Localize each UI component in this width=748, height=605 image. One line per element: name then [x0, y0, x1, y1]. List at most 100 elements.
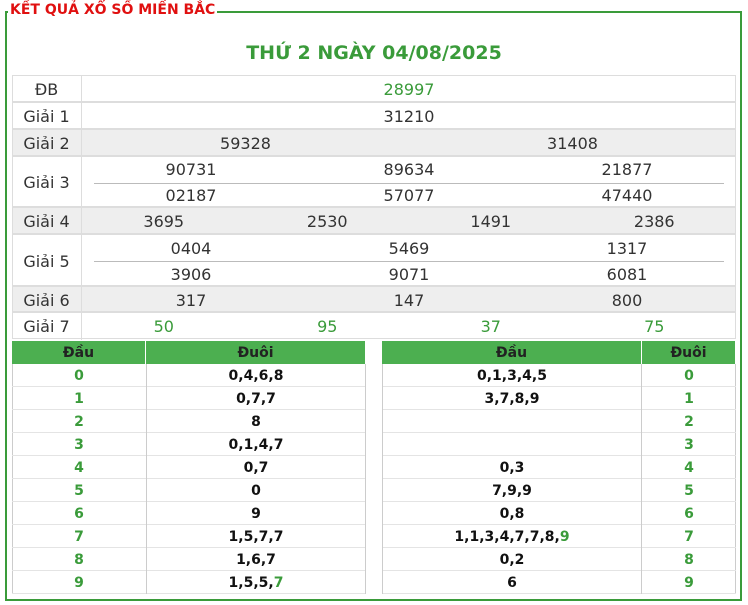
prize-number: 31408 [547, 134, 598, 153]
result-label: ĐB [12, 76, 82, 103]
loto-numbers: 0,4,6,8 [228, 367, 284, 384]
loto-row [382, 479, 736, 502]
loto-row [12, 410, 366, 433]
loto-list: 7,9,9 [382, 479, 642, 502]
loto-digit: 2 [684, 413, 694, 430]
loto-row [12, 364, 366, 387]
loto-digit: 9 [74, 574, 84, 591]
result-row [12, 75, 736, 102]
loto-list [382, 433, 642, 456]
loto-numbers: 9 [251, 505, 261, 522]
loto-digit: 1 [74, 390, 84, 407]
result-row [12, 312, 736, 339]
loto-digit: 4 [684, 459, 694, 476]
loto-numbers: 0,7 [243, 459, 269, 476]
loto-header: Đầu [382, 341, 642, 364]
prize-number: 2530 [306, 212, 348, 231]
loto-numbers: 1,5,5, [228, 574, 274, 591]
loto-special: 9 [559, 528, 570, 545]
loto-digit: 6 [684, 505, 694, 522]
result-label: Giải 2 [12, 130, 82, 157]
loto-digit: 5 [684, 482, 694, 499]
loto-row [382, 387, 736, 410]
loto-list: 3,7,8,9 [382, 387, 642, 410]
loto-digit: 3 [684, 436, 694, 453]
prize-number: 3906 [170, 264, 212, 284]
result-label: Giải 5 [12, 235, 82, 287]
loto-numbers: 7,9,9 [492, 482, 532, 499]
prize-number: 31210 [383, 107, 435, 126]
prize-number: 47440 [601, 185, 653, 205]
prize-number: 37 [480, 317, 501, 336]
loto-row [382, 410, 736, 433]
loto-numbers: 0 [251, 482, 261, 499]
prize-number: 95 [317, 317, 338, 336]
prize-number: 1491 [470, 212, 512, 231]
loto-list: 0,1,3,4,5 [382, 364, 642, 387]
prize-number: 147 [393, 290, 425, 310]
loto-row [12, 456, 366, 479]
loto-header: Đầu [12, 341, 146, 364]
loto-row [12, 387, 366, 410]
loto-digit: 6 [74, 505, 84, 522]
loto-list: 0,8 [382, 502, 642, 525]
prize-number: 3695 [143, 212, 185, 231]
prize-number: 90731 [165, 160, 217, 180]
prize-number: 800 [611, 290, 643, 310]
loto-digit: 7 [684, 528, 694, 545]
prize-number: 1317 [606, 238, 648, 258]
loto-row [382, 525, 736, 548]
loto-header: Đuôi [642, 341, 736, 364]
date-title: THỨ 2 NGÀY 04/08/2025 [246, 42, 502, 64]
result-row [12, 286, 736, 312]
result-row [12, 156, 736, 207]
loto-digit: 9 [684, 574, 694, 591]
loto-list [382, 410, 642, 433]
loto-row [382, 433, 736, 456]
prize-number: 89634 [383, 160, 435, 180]
loto-digit: 7 [74, 528, 84, 545]
loto-digit: 1 [684, 390, 694, 407]
loto-row [382, 548, 736, 571]
prize-number: 21877 [601, 160, 653, 180]
loto-list: 1,6,7 [146, 548, 366, 571]
loto-digit: 0 [74, 367, 84, 384]
result-label: Giải 3 [12, 157, 82, 208]
prize-number: 57077 [383, 185, 435, 205]
loto-row [382, 364, 736, 387]
loto-list: 0,7 [146, 456, 366, 479]
loto-numbers: 1,6,7 [236, 551, 276, 568]
loto-list: 0,2 [382, 548, 642, 571]
line-separator [94, 261, 724, 262]
prize-number: 28997 [383, 80, 435, 99]
loto-list: 0 [146, 479, 366, 502]
prize-number: 75 [644, 317, 665, 336]
loto-numbers: 0,1,3,4,5 [477, 367, 547, 384]
loto-numbers: 1,1,3,4,7,7,8, [454, 528, 560, 545]
prize-number: 317 [175, 290, 207, 310]
loto-numbers: 3,7,8,9 [484, 390, 540, 407]
loto-numbers: 0,8 [499, 505, 525, 522]
loto-row [12, 548, 366, 571]
loto-numbers: 6 [507, 574, 517, 591]
result-label: Giải 4 [12, 208, 82, 235]
loto-numbers: 8 [251, 413, 261, 430]
loto-row [12, 525, 366, 548]
loto-digit: 0 [684, 367, 694, 384]
loto-header: Đuôi [146, 341, 366, 364]
loto-list: 0,4,6,8 [146, 364, 366, 387]
loto-row [12, 433, 366, 456]
result-row [12, 129, 736, 156]
loto-digit: 2 [74, 413, 84, 430]
loto-digit: 5 [74, 482, 84, 499]
prize-number: 02187 [165, 185, 217, 205]
loto-digit: 8 [74, 551, 84, 568]
loto-digit: 8 [684, 551, 694, 568]
loto-list: 0,1,4,7 [146, 433, 366, 456]
loto-list: 1,5,7,7 [146, 525, 366, 548]
loto-list: 8 [146, 410, 366, 433]
loto-numbers: 1,5,7,7 [228, 528, 284, 545]
loto-list: 1,1,3,4,7,7,8, 9 [382, 525, 642, 548]
loto-numbers: 0,2 [499, 551, 525, 568]
